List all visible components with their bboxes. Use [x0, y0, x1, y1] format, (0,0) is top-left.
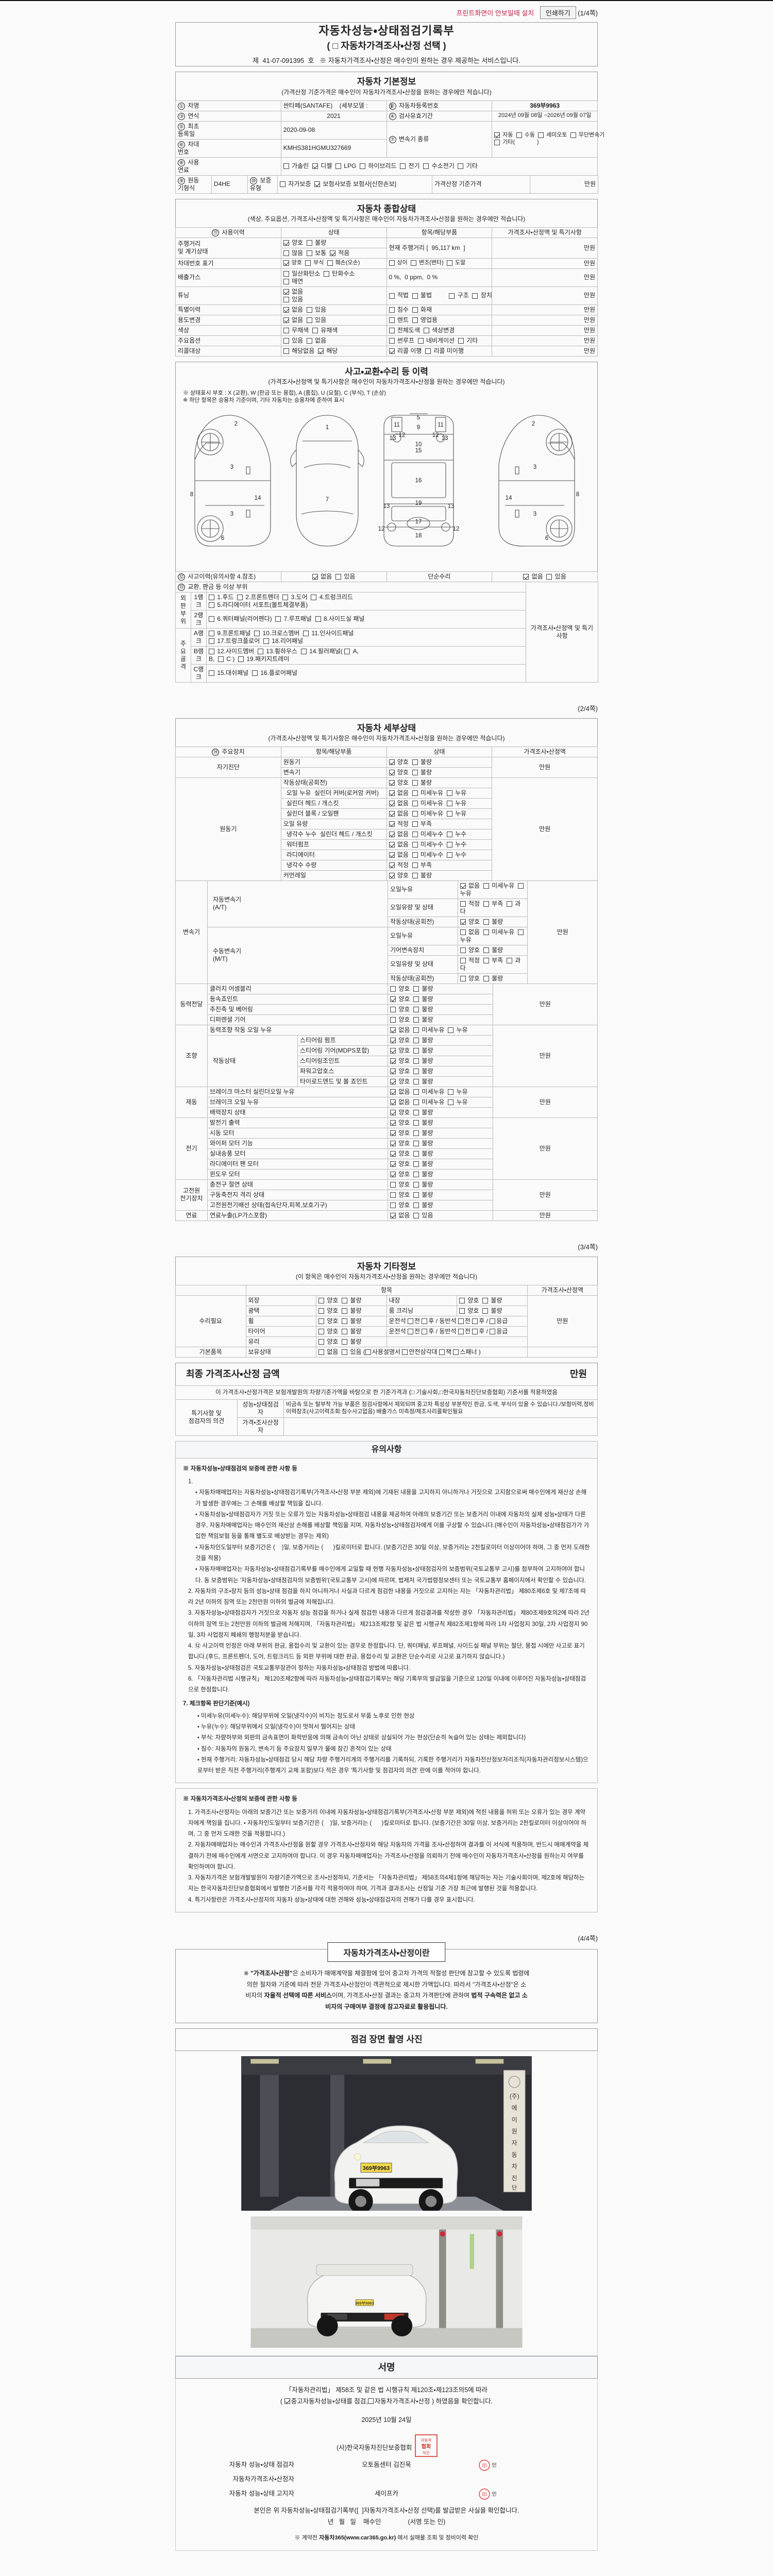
svg-text:원: 원: [512, 2128, 517, 2135]
svg-text:印: 印: [482, 2492, 487, 2497]
svg-text:13: 13: [442, 435, 448, 442]
svg-text:6: 6: [545, 535, 548, 541]
svg-text:에: 에: [512, 2104, 517, 2111]
svg-text:13: 13: [448, 503, 455, 510]
svg-text:동: 동: [512, 2151, 517, 2158]
svg-text:16: 16: [415, 478, 422, 484]
svg-text:13: 13: [390, 435, 396, 442]
svg-text:6: 6: [221, 535, 224, 541]
svg-text:10: 10: [415, 442, 422, 448]
svg-text:12: 12: [378, 526, 385, 532]
svg-text:2: 2: [234, 421, 238, 427]
svg-text:12: 12: [453, 526, 460, 532]
svg-text:印: 印: [482, 2463, 487, 2468]
svg-text:(주): (주): [510, 2092, 519, 2099]
svg-text:19: 19: [415, 500, 422, 506]
svg-text:3: 3: [230, 464, 233, 470]
svg-text:8: 8: [190, 492, 193, 498]
svg-text:단: 단: [512, 2184, 517, 2191]
svg-text:11: 11: [394, 422, 400, 428]
svg-text:5: 5: [417, 415, 420, 421]
svg-text:9: 9: [417, 425, 420, 431]
svg-text:1: 1: [326, 425, 329, 431]
svg-text:진: 진: [512, 2175, 517, 2182]
svg-text:17: 17: [415, 519, 422, 525]
svg-text:3: 3: [533, 464, 536, 470]
svg-text:11: 11: [438, 422, 444, 428]
svg-text:14: 14: [506, 495, 512, 501]
svg-text:8: 8: [576, 492, 579, 498]
svg-text:12: 12: [399, 432, 406, 438]
svg-text:이: 이: [512, 2116, 517, 2123]
svg-text:15: 15: [415, 448, 422, 454]
svg-text:18: 18: [415, 533, 422, 539]
svg-text:차: 차: [512, 2163, 517, 2170]
svg-text:협회: 협회: [422, 2443, 431, 2450]
svg-text:7: 7: [326, 497, 329, 503]
svg-text:369부9963: 369부9963: [363, 2165, 390, 2172]
svg-text:자동차: 자동차: [421, 2438, 432, 2443]
svg-text:자: 자: [512, 2139, 517, 2146]
svg-text:3: 3: [230, 511, 233, 517]
svg-text:3: 3: [533, 511, 536, 517]
svg-text:직인: 직인: [423, 2450, 430, 2455]
svg-text:13: 13: [383, 503, 390, 510]
svg-text:12: 12: [432, 432, 439, 438]
svg-text:369부9963: 369부9963: [355, 2300, 374, 2305]
svg-text:2: 2: [532, 421, 535, 427]
svg-text:14: 14: [255, 495, 261, 501]
